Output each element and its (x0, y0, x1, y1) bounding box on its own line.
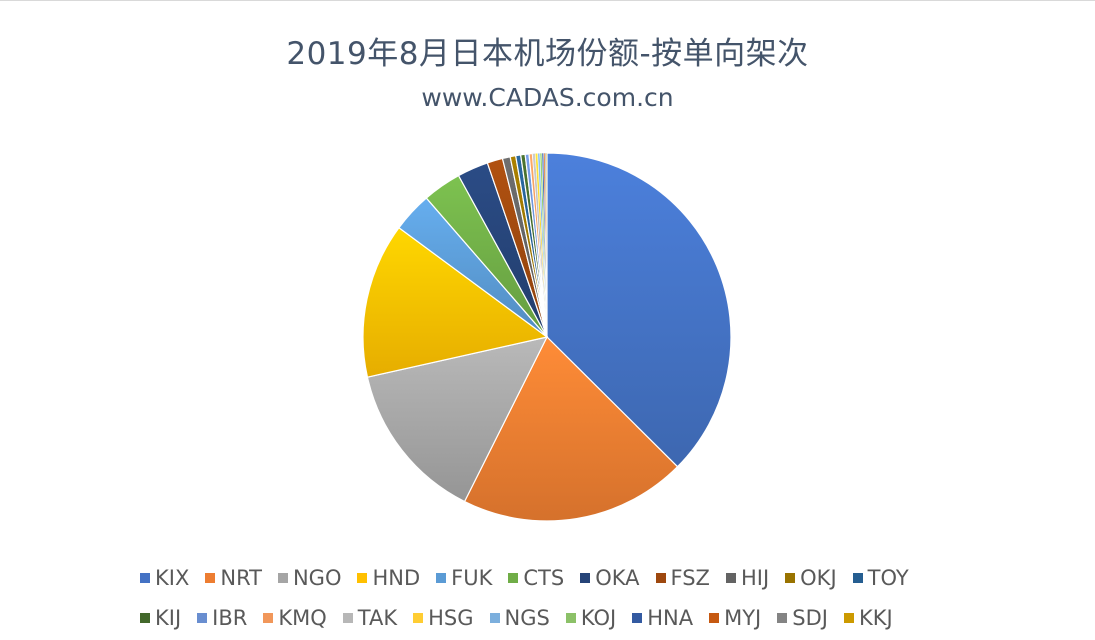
legend-label: HSG (428, 606, 474, 630)
legend-item-okj: OKJ (785, 566, 837, 590)
legend-item-fuk: FUK (436, 566, 492, 590)
legend-swatch (489, 613, 500, 623)
legend-row: KIJ IBR KMQ TAK HSG NGS KOJ HNA MYJ SDJ KKJ (140, 598, 980, 638)
legend-item-kmq: KMQ (263, 606, 327, 630)
legend-item-hnd: HND (357, 566, 420, 590)
legend-swatch (777, 613, 788, 623)
legend-item-kij: KIJ (140, 606, 181, 630)
legend-item-myj: MYJ (709, 606, 761, 630)
legend-item-kkj: KKJ (843, 606, 893, 630)
legend-label: TOY (867, 566, 909, 590)
legend-item-hij: HIJ (725, 566, 770, 590)
chart-subtitle: www.CADAS.com.cn (421, 83, 674, 112)
legend-swatch (655, 573, 666, 583)
legend-swatch (357, 573, 368, 583)
legend-item-ngs: NGS (489, 606, 550, 630)
legend-label: FSZ (670, 566, 710, 590)
legend-item-sdj: SDJ (777, 606, 828, 630)
legend-label: KIX (155, 566, 190, 590)
legend-label: TAK (357, 606, 398, 630)
legend-item-oka: OKA (580, 566, 640, 590)
legend-swatch (843, 613, 854, 623)
legend-label: MYJ (724, 606, 762, 630)
pie-slice-nrt (463, 335, 679, 522)
legend-item-ngo: NGO (277, 566, 342, 590)
legend-label: HIJ (740, 566, 770, 590)
legend-swatch (852, 573, 863, 583)
legend-swatch (342, 613, 353, 623)
legend-item-koj: KOJ (565, 606, 617, 630)
legend-label: HNA (647, 606, 694, 630)
legend-row: KIX NRT NGO HND FUK CTS OKA FSZ HIJ OKJ TOY (140, 558, 980, 598)
legend-item-hsg: HSG (413, 606, 474, 630)
chart-title: 2019年8月日本机场份额-按单向架次 (286, 36, 809, 72)
legend-swatch (725, 573, 736, 583)
legend-swatch (263, 613, 274, 623)
pie-slice-kkj (545, 152, 548, 338)
legend-swatch (140, 573, 150, 583)
pie-slices (362, 152, 732, 522)
legend-swatch (508, 573, 519, 583)
legend-swatch (197, 613, 208, 623)
legend-swatch (632, 613, 643, 623)
pie-slice-kix (546, 152, 732, 468)
top-border (0, 0, 1095, 1)
legend-swatch (205, 573, 216, 583)
legend-label: FUK (451, 566, 493, 590)
legend-label: KIJ (155, 606, 182, 630)
legend-swatch (565, 613, 576, 623)
legend-item-nrt: NRT (205, 566, 262, 590)
legend-label: CTS (523, 566, 565, 590)
pie-slice-ngo (366, 336, 549, 503)
legend-swatch (580, 573, 591, 583)
legend-swatch (436, 573, 447, 583)
legend-swatch (709, 613, 720, 623)
legend-label: IBR (212, 606, 248, 630)
chart-legend: KIX NRT NGO HND FUK CTS OKA FSZ HIJ OKJ TOY KIJ IBR… (140, 558, 980, 638)
legend-label: OKJ (800, 566, 837, 590)
legend-label: KMQ (278, 606, 327, 630)
legend-swatch (140, 613, 150, 623)
legend-swatch (277, 573, 288, 583)
legend-item-kix: KIX (140, 566, 189, 590)
legend-label: NGS (504, 606, 550, 630)
legend-item-fsz: FSZ (655, 566, 710, 590)
legend-label: NGO (292, 566, 342, 590)
legend-label: SDJ (792, 606, 828, 630)
legend-label: OKA (595, 566, 640, 590)
legend-item-tak: TAK (342, 606, 398, 630)
legend-swatch (785, 573, 796, 583)
legend-item-cts: CTS (508, 566, 564, 590)
legend-label: HND (372, 566, 421, 590)
legend-item-toy: TOY (852, 566, 909, 590)
legend-label: KOJ (580, 606, 617, 630)
legend-item-hna: HNA (632, 606, 693, 630)
legend-item-ibr: IBR (197, 606, 247, 630)
legend-label: KKJ (858, 606, 893, 630)
legend-label: NRT (220, 566, 262, 590)
legend-swatch (413, 613, 424, 623)
pie-slice-hnd (362, 226, 549, 378)
